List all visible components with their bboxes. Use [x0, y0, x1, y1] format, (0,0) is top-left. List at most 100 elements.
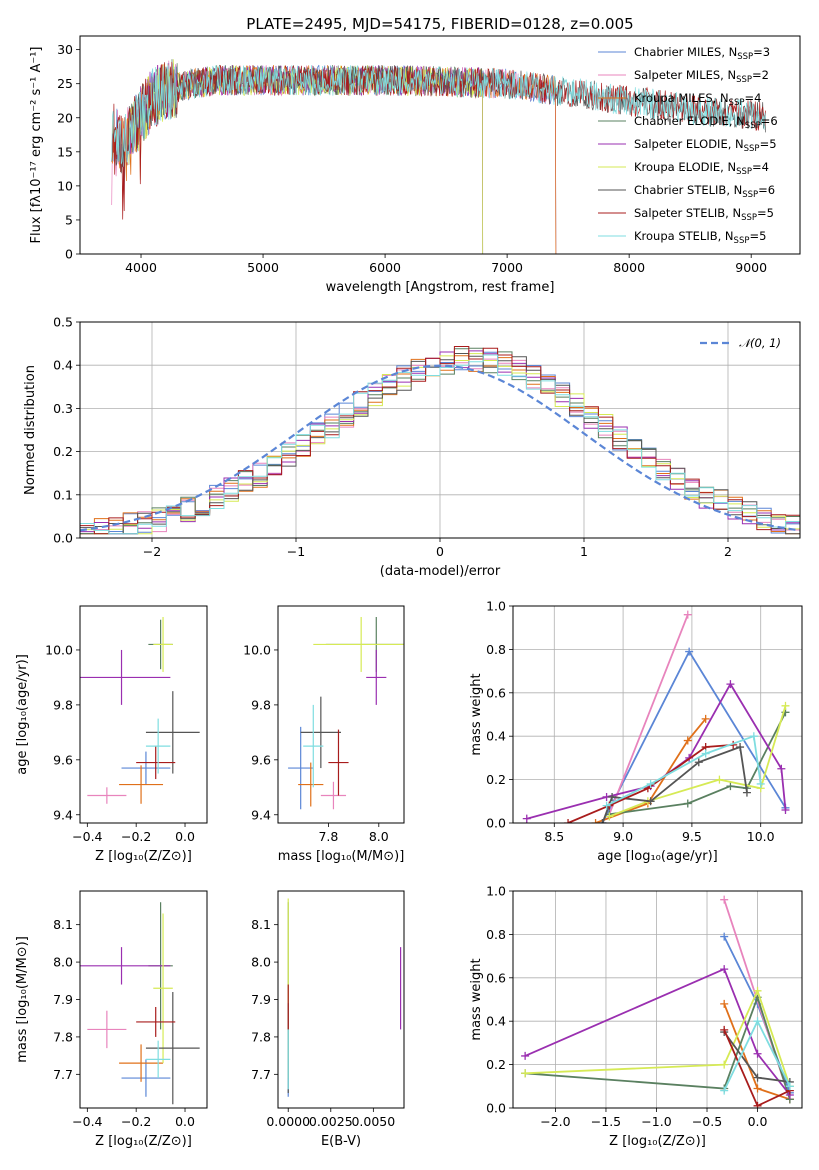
weight-point: [753, 986, 762, 995]
errorbar-salpeter-stelib: [328, 729, 349, 796]
weight-point: [720, 932, 729, 941]
age-vs-Z-frame: [79, 605, 208, 824]
weight-point: [777, 764, 786, 773]
y-tick-label: 8.1: [53, 917, 73, 932]
y-tick-label: 10: [57, 178, 73, 193]
age-vs-mass-xlabel: mass [log₁₀(M/M⊙)]: [278, 849, 405, 864]
weight-line: [524, 967, 791, 1096]
errorbar-chabrier-stelib: [300, 696, 341, 769]
histogram-series-kroupa-stelib: [80, 354, 800, 535]
weight-point: [720, 1025, 729, 1034]
weight-point: [749, 732, 758, 741]
x-tick-label: 6000: [369, 260, 401, 275]
weight-point: [646, 779, 655, 788]
spectrum-xlabel: wavelength [Angstrom, rest frame]: [326, 280, 555, 295]
residuals-ylabel: Normed distribution: [23, 365, 38, 495]
weight-series-chabrier-elodie: [521, 993, 794, 1104]
weight-point: [591, 819, 600, 823]
residuals-xlabel: (data-model)/error: [380, 564, 501, 579]
weight-point: [756, 779, 765, 788]
weight-series-chabrier-stelib: [598, 743, 751, 823]
y-tick-label: 9.8: [251, 697, 271, 712]
y-tick-label: 0.2: [53, 444, 73, 459]
legend-entry: Chabrier STELIB, NSSP=6: [634, 183, 775, 200]
weight-point: [720, 965, 729, 974]
y-tick-label: 9.8: [53, 697, 73, 712]
y-tick-label: 1.0: [486, 599, 506, 614]
weight-point: [646, 797, 655, 806]
errorbar-kroupa-stelib: [145, 718, 171, 774]
y-tick-label: 30: [57, 42, 73, 57]
y-tick-label: 25: [57, 76, 73, 91]
weight-point: [742, 788, 751, 797]
weight-point: [753, 1073, 762, 1082]
mass-vs-ebv-xlabel: E(B-V): [321, 1134, 361, 1149]
y-tick-label: 9.4: [251, 807, 271, 822]
residuals-axes: −2 −1 0 1 2 0.0 0.1 0.2 0.3 0.4 0.5 (data-model)/er…: [23, 315, 800, 579]
spectrum-ylabel: Flux [fλ10⁻¹⁷ erg cm⁻² s⁻¹ A⁻¹]: [29, 47, 44, 244]
weight-point: [781, 701, 790, 710]
weight-series-kroupa-stelib: [602, 732, 765, 810]
weight-point: [602, 801, 611, 810]
weight-line: [525, 988, 791, 1087]
x-tick-label: 0.0025: [309, 1114, 353, 1129]
x-tick-label: −1.0: [641, 1114, 671, 1129]
y-tick-label: 9.6: [53, 752, 73, 767]
legend-entry: Salpeter STELIB, NSSP=5: [634, 206, 774, 223]
errorbar-salpeter-stelib: [136, 1006, 176, 1037]
y-tick-label: 10.0: [45, 642, 73, 657]
x-tick-label: 8000: [613, 260, 645, 275]
legend-entry: Kroupa STELIB, NSSP=5: [634, 229, 766, 246]
age-vs-mass-axes: 7.8 8.0 9.4 9.6 9.8 10.0 mass [log₁₀(M/M⊙)]: [243, 642, 404, 864]
x-tick-label: 5000: [247, 260, 279, 275]
age-vs-mass-frame: [277, 605, 405, 824]
mass-vs-Z-ylabel: mass [log₁₀(M/M⊙)]: [15, 936, 30, 1063]
errorbar-salpeter-miles: [87, 1010, 127, 1049]
y-tick-label: 0.3: [53, 401, 73, 416]
x-tick-label: 7.8: [318, 829, 338, 844]
age-vs-Z-axes: −0.4 −0.2 0.0 9.4 9.6 9.8 10.0 Z [log₁₀(Z/Z⊙)] a…: [15, 642, 195, 864]
y-tick-label: 0.4: [486, 729, 506, 744]
weight-point: [726, 680, 735, 689]
weight-vs-age-axes: 8.5 9.0 9.5 10.0 0.0 0.2 0.4 0.6 0.8 1.0 age [log₁…: [469, 599, 802, 864]
weight-point: [608, 792, 617, 801]
weight-point: [521, 1069, 530, 1078]
x-tick-label: −2.0: [540, 1114, 570, 1129]
weight-point: [726, 782, 735, 791]
weight-vs-Z-ylabel: mass weight: [469, 958, 484, 1040]
x-tick-label: 1: [580, 544, 588, 559]
errorbar-salpeter-elodie: [80, 947, 171, 985]
weight-point: [605, 812, 614, 821]
y-tick-label: 7.8: [53, 1029, 73, 1044]
weight-point: [753, 1049, 762, 1058]
age-vs-Z-xlabel: Z [log₁₀(Z/Z⊙)]: [95, 849, 192, 864]
x-tick-label: 9.5: [682, 829, 702, 844]
y-tick-label: 7.7: [53, 1067, 73, 1082]
errorbar-kroupa-elodie: [153, 616, 173, 672]
y-tick-label: 8.1: [251, 917, 271, 932]
weight-point: [694, 758, 703, 767]
legend-entry: Salpeter ELODIE, NSSP=5: [634, 137, 777, 154]
y-tick-label: 7.8: [251, 1029, 271, 1044]
y-tick-label: 7.9: [251, 992, 271, 1007]
errorbar-salpeter-miles: [87, 787, 127, 804]
errorbar-chabrier-stelib: [145, 992, 200, 1105]
weight-point: [781, 805, 790, 814]
y-tick-label: 20: [57, 110, 73, 125]
y-tick-label: 0.4: [486, 1014, 506, 1029]
residuals-frame: [79, 321, 801, 539]
weight-point: [522, 814, 531, 823]
legend-entry: 𝒩(0, 1): [739, 336, 781, 350]
y-tick-label: 0.6: [486, 970, 506, 985]
errorbar-salpeter-elodie: [80, 649, 171, 705]
mass-vs-ebv-frame: [277, 890, 405, 1109]
y-tick-label: 10.0: [243, 642, 271, 657]
weight-series-kroupa-stelib: [720, 1017, 794, 1095]
weight-point: [701, 749, 710, 758]
x-tick-label: −2: [143, 544, 161, 559]
weight-point: [683, 799, 692, 808]
y-tick-label: 9.4: [53, 807, 73, 822]
x-tick-label: 2: [724, 544, 732, 559]
